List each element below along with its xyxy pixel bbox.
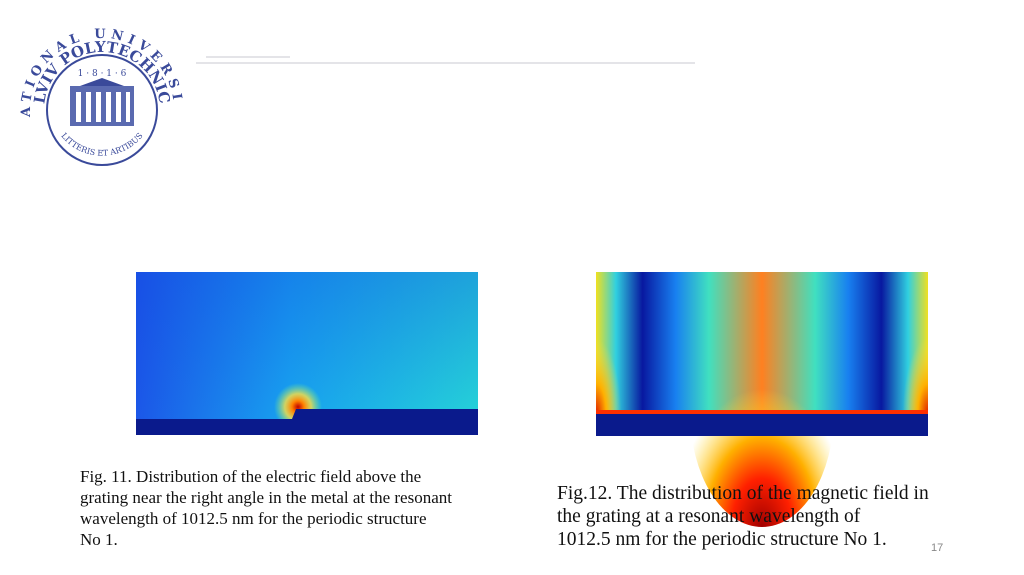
caption-line: wavelength of 1012.5 nm for the periodic… [80,509,427,528]
caption-line: Fig.12. The distribution of the magnetic… [557,483,929,504]
figure-magnetic-field [596,272,928,527]
faint-header [196,56,695,64]
logo-motto: LITTERIS ET ARTIBUS [59,131,144,158]
figure-caption: Fig.12. The distribution of the magnetic… [557,482,929,551]
logo: NATIONAL UNIVERSITY LVIV POLYTECHNIC 1 ·… [0,0,180,166]
caption-line: 1012.5 nm for the periodic structure No … [557,529,887,550]
figure-electric-field [136,272,478,435]
logo-year: 1 · 8 · 1 · 6 [78,69,127,79]
caption-line: grating near the right angle in the meta… [80,488,452,507]
figure-caption: Fig. 11. Distribution of the electric fi… [80,466,452,550]
caption-line: Fig. 11. Distribution of the electric fi… [80,467,422,486]
page-number: 17 [931,542,944,554]
caption-line: No 1. [80,530,118,549]
caption-line: the grating at a resonant wavelength of [557,506,861,527]
